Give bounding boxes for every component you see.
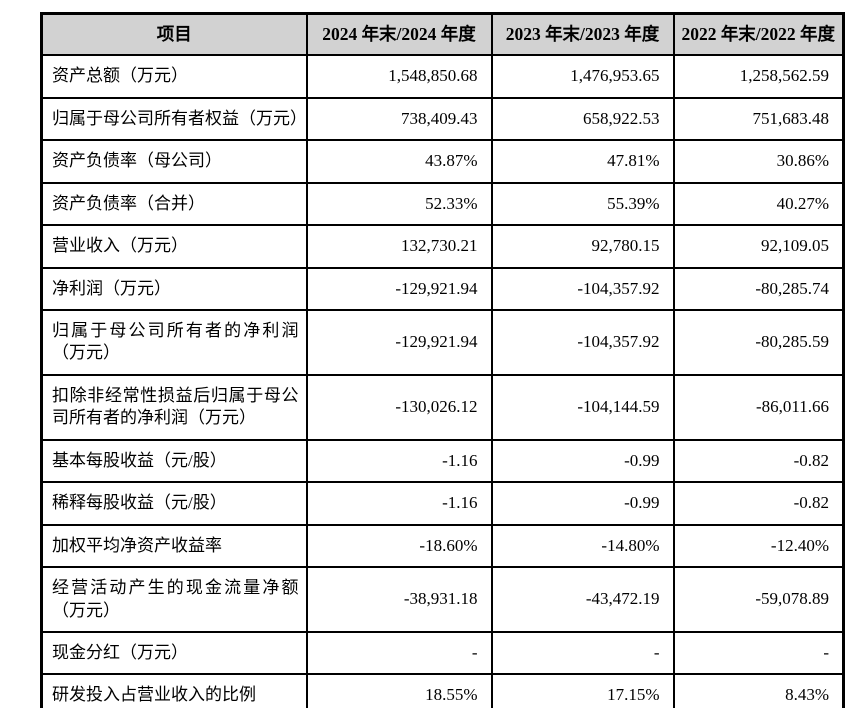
value-cell-2022: -0.82 xyxy=(672,438,845,484)
table-row: 净利润（万元） -129,921.94 -104,357.92 -80,285.… xyxy=(40,266,845,312)
row-label-cell: 归属于母公司所有者的净利润（万元） xyxy=(40,309,308,376)
row-label-cell: 经营活动产生的现金流量净额（万元） xyxy=(40,566,308,633)
header-cell-2023: 2023 年末/2023 年度 xyxy=(490,12,675,57)
value-cell-2023: 1,476,953.65 xyxy=(490,54,675,99)
value-cell-2023: -14.80% xyxy=(490,523,675,569)
header-cell-2024: 2024 年末/2024 年度 xyxy=(305,12,493,57)
value-cell-2022: -86,011.66 xyxy=(672,373,845,441)
row-label-cell: 资产负债率（母公司） xyxy=(40,139,308,184)
value-cell-2022: -59,078.89 xyxy=(672,566,845,633)
row-label-cell: 现金分红（万元） xyxy=(40,630,308,676)
value-cell-2022: 30.86% xyxy=(672,139,845,184)
value-cell-2023: -43,472.19 xyxy=(490,566,675,633)
row-label-cell: 研发投入占营业收入的比例 xyxy=(40,673,308,708)
value-cell-2024: -129,921.94 xyxy=(305,266,493,312)
value-cell-2024: -18.60% xyxy=(305,523,493,569)
row-label-cell: 归属于母公司所有者权益（万元） xyxy=(40,96,308,142)
row-label-cell: 资产总额（万元） xyxy=(40,54,308,99)
table-row: 资产负债率（合并） 52.33% 55.39% 40.27% xyxy=(40,181,845,227)
value-cell-2022: 751,683.48 xyxy=(672,96,845,142)
value-cell-2023: 17.15% xyxy=(490,673,675,708)
value-cell-2022: -80,285.59 xyxy=(672,309,845,376)
table-row: 现金分红（万元） - - - xyxy=(40,630,845,676)
value-cell-2024: 52.33% xyxy=(305,181,493,227)
value-cell-2024: 18.55% xyxy=(305,673,493,708)
header-row: 项目 2024 年末/2024 年度 2023 年末/2023 年度 2022 … xyxy=(40,12,845,57)
value-cell-2024: -1.16 xyxy=(305,481,493,526)
header-cell-2022: 2022 年末/2022 年度 xyxy=(672,12,845,57)
table-row: 经营活动产生的现金流量净额（万元） -38,931.18 -43,472.19 … xyxy=(40,566,845,633)
value-cell-2023: 55.39% xyxy=(490,181,675,227)
table-row: 归属于母公司所有者的净利润（万元） -129,921.94 -104,357.9… xyxy=(40,309,845,376)
table-row: 稀释每股收益（元/股） -1.16 -0.99 -0.82 xyxy=(40,481,845,526)
value-cell-2023: -104,357.92 xyxy=(490,266,675,312)
value-cell-2022: 1,258,562.59 xyxy=(672,54,845,99)
value-cell-2024: 1,548,850.68 xyxy=(305,54,493,99)
value-cell-2022: -80,285.74 xyxy=(672,266,845,312)
value-cell-2023: 47.81% xyxy=(490,139,675,184)
value-cell-2022: -0.82 xyxy=(672,481,845,526)
value-cell-2022: 40.27% xyxy=(672,181,845,227)
value-cell-2022: - xyxy=(672,630,845,676)
value-cell-2024: 132,730.21 xyxy=(305,224,493,269)
row-label-cell: 稀释每股收益（元/股） xyxy=(40,481,308,526)
table-row: 资产总额（万元） 1,548,850.68 1,476,953.65 1,258… xyxy=(40,54,845,99)
value-cell-2023: 92,780.15 xyxy=(490,224,675,269)
header-cell-item: 项目 xyxy=(40,12,308,57)
value-cell-2023: -0.99 xyxy=(490,481,675,526)
value-cell-2022: 8.43% xyxy=(672,673,845,708)
value-cell-2022: -12.40% xyxy=(672,523,845,569)
table-row: 扣除非经常性损益后归属于母公司所有者的净利润（万元） -130,026.12 -… xyxy=(40,373,845,441)
value-cell-2023: -0.99 xyxy=(490,438,675,484)
row-label-cell: 基本每股收益（元/股） xyxy=(40,438,308,484)
row-label-cell: 资产负债率（合并） xyxy=(40,181,308,227)
table-row: 营业收入（万元） 132,730.21 92,780.15 92,109.05 xyxy=(40,224,845,269)
financial-summary-table: 项目 2024 年末/2024 年度 2023 年末/2023 年度 2022 … xyxy=(40,12,845,708)
value-cell-2022: 92,109.05 xyxy=(672,224,845,269)
table-row: 归属于母公司所有者权益（万元） 738,409.43 658,922.53 75… xyxy=(40,96,845,142)
table-row: 加权平均净资产收益率 -18.60% -14.80% -12.40% xyxy=(40,523,845,569)
value-cell-2024: 43.87% xyxy=(305,139,493,184)
value-cell-2024: -130,026.12 xyxy=(305,373,493,441)
table-body: 资产总额（万元） 1,548,850.68 1,476,953.65 1,258… xyxy=(40,54,845,708)
table-row: 资产负债率（母公司） 43.87% 47.81% 30.86% xyxy=(40,139,845,184)
value-cell-2024: -1.16 xyxy=(305,438,493,484)
row-label-cell: 扣除非经常性损益后归属于母公司所有者的净利润（万元） xyxy=(40,373,308,441)
row-label-cell: 营业收入（万元） xyxy=(40,224,308,269)
value-cell-2024: -129,921.94 xyxy=(305,309,493,376)
row-label-cell: 净利润（万元） xyxy=(40,266,308,312)
value-cell-2024: 738,409.43 xyxy=(305,96,493,142)
value-cell-2023: -104,144.59 xyxy=(490,373,675,441)
value-cell-2023: -104,357.92 xyxy=(490,309,675,376)
row-label-cell: 加权平均净资产收益率 xyxy=(40,523,308,569)
value-cell-2024: -38,931.18 xyxy=(305,566,493,633)
table-row: 基本每股收益（元/股） -1.16 -0.99 -0.82 xyxy=(40,438,845,484)
table-row: 研发投入占营业收入的比例 18.55% 17.15% 8.43% xyxy=(40,673,845,708)
value-cell-2023: - xyxy=(490,630,675,676)
value-cell-2024: - xyxy=(305,630,493,676)
value-cell-2023: 658,922.53 xyxy=(490,96,675,142)
